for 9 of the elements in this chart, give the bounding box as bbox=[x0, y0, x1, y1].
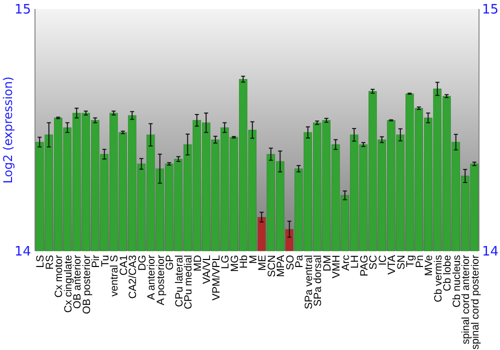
x-tick-label: Cx cingulate bbox=[62, 254, 74, 313]
x-tick-label: LG bbox=[220, 255, 232, 270]
x-tick-label: GP bbox=[164, 255, 176, 270]
x-tick-label: Tg bbox=[404, 254, 417, 268]
y2-tick-label: 15 bbox=[482, 2, 499, 18]
x-tick-label: Pa bbox=[294, 254, 306, 268]
x-tick-label: MVe bbox=[423, 254, 436, 276]
y2-tick-label: 14 bbox=[482, 244, 499, 260]
y-axis-title: Log2 (expression) bbox=[1, 76, 15, 184]
